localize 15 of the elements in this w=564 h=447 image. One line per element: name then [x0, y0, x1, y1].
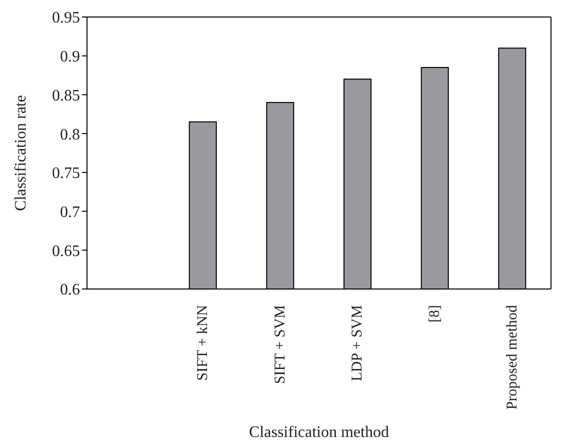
x-tick-label: Proposed method [504, 304, 520, 410]
y-tick-label: 0.9 [60, 48, 80, 66]
y-axis-title: Classification rate [12, 95, 30, 211]
x-axis-title: Classification method [249, 424, 389, 441]
y-tick-label: 0.85 [52, 87, 80, 104]
x-tick-label: SIFT + SVM [272, 305, 288, 384]
y-tick-label: 0.95 [52, 10, 80, 27]
y-tick-label: 0.6 [60, 282, 80, 299]
y-tick-label: 0.8 [60, 126, 80, 144]
y-tick-label: 0.65 [52, 242, 80, 260]
y-tick-label: 0.7 [60, 204, 80, 221]
x-tick-label: SIFT + kNN [195, 304, 211, 381]
x-tick-label: LDP + SVM [350, 305, 366, 382]
x-tick-label: [8] [427, 305, 443, 322]
y-tick-label: 0.75 [52, 165, 80, 182]
